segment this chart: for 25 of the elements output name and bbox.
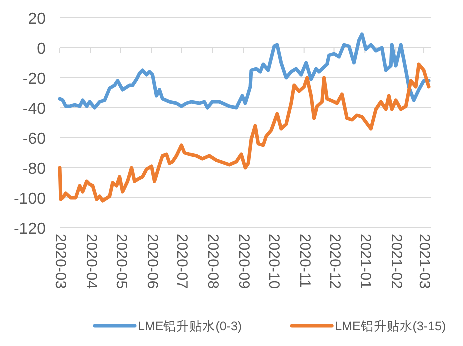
- line-series: [58, 62, 431, 203]
- x-tick-label: 2020-10: [265, 234, 282, 290]
- y-tick-label: -20: [22, 71, 46, 88]
- x-tick-label: 2020-05: [112, 234, 130, 290]
- x-tick-label: 2020-08: [204, 234, 222, 290]
- legend-label: LME铝升贴水(0-3): [138, 320, 242, 334]
- x-tick-label: 2021-03: [416, 234, 434, 290]
- y-tick-label: 20: [28, 11, 46, 28]
- x-tick-label: 2021-01: [357, 234, 374, 290]
- y-tick-label: -80: [22, 161, 46, 178]
- x-tick-label: 2020-06: [144, 234, 161, 290]
- x-tick-label: 2020-04: [82, 234, 100, 290]
- x-tick-label: 2020-09: [236, 234, 253, 290]
- y-tick-label: -100: [14, 191, 46, 208]
- x-tick-label: 2020-12: [326, 234, 344, 290]
- line-series: [58, 32, 431, 110]
- y-tick-label: 0: [37, 41, 46, 58]
- y-tick-label: -40: [22, 101, 46, 118]
- x-tick-label: 2020-07: [174, 234, 191, 290]
- x-tick-label: 2020-11: [296, 234, 314, 288]
- legend-label: LME铝升贴水(3-15): [335, 320, 446, 334]
- y-tick-label: -60: [22, 131, 46, 148]
- y-tick-label: -120: [14, 221, 46, 238]
- x-tick-label: 2020-03: [52, 234, 70, 290]
- x-tick-label: 2021-02: [388, 234, 406, 290]
